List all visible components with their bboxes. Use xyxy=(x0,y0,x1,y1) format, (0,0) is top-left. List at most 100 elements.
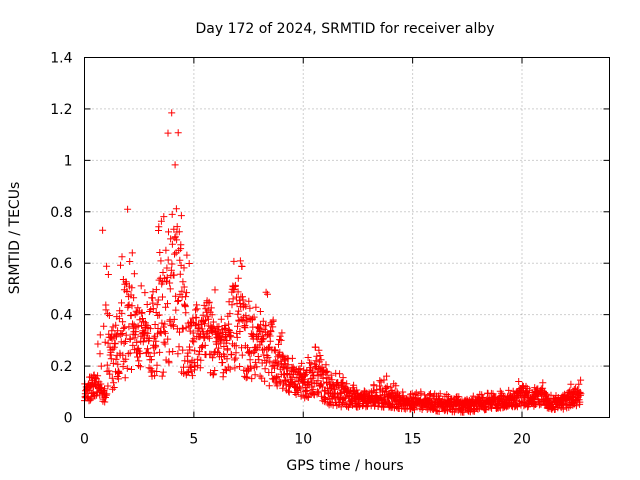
data-point xyxy=(94,372,102,380)
data-point xyxy=(172,306,180,314)
data-point xyxy=(185,260,193,267)
data-point xyxy=(96,350,104,358)
data-point xyxy=(109,345,117,353)
data-point xyxy=(209,354,217,362)
data-point xyxy=(164,129,172,137)
data-point xyxy=(408,390,416,398)
data-point xyxy=(298,359,306,367)
data-point xyxy=(114,360,122,368)
data-point xyxy=(264,353,272,361)
data-point xyxy=(91,392,99,400)
data-point xyxy=(168,240,176,248)
data-point xyxy=(120,339,128,347)
data-point xyxy=(153,301,161,309)
data-point xyxy=(130,294,138,302)
data-point xyxy=(193,305,201,313)
data-point xyxy=(148,367,156,375)
data-point xyxy=(236,363,244,370)
data-point xyxy=(515,378,523,385)
data-point xyxy=(417,390,425,398)
data-point xyxy=(231,356,239,364)
x-tick-label: 0 xyxy=(80,432,89,448)
data-point xyxy=(164,335,172,343)
data-point xyxy=(339,374,347,382)
data-point xyxy=(436,390,444,398)
data-point xyxy=(249,315,256,323)
data-point xyxy=(259,346,266,354)
data-point xyxy=(161,320,169,328)
data-point xyxy=(164,300,171,308)
data-point xyxy=(217,315,225,323)
data-point xyxy=(238,344,245,352)
data-point xyxy=(129,320,136,328)
data-point xyxy=(244,344,251,352)
data-point xyxy=(192,314,200,322)
data-point xyxy=(160,328,168,335)
data-point xyxy=(316,352,324,359)
data-point xyxy=(213,340,220,348)
data-point xyxy=(156,348,164,356)
data-point xyxy=(171,250,178,258)
data-point xyxy=(260,334,267,342)
data-point xyxy=(168,210,176,218)
data-point xyxy=(337,403,345,411)
data-point xyxy=(168,260,176,268)
data-point xyxy=(108,374,116,382)
data-point xyxy=(144,348,152,356)
data-point xyxy=(159,293,166,301)
x-tick-label: 5 xyxy=(189,432,198,448)
data-point xyxy=(164,256,172,264)
data-point xyxy=(109,385,117,393)
data-point xyxy=(242,302,250,310)
x-tick-label: 10 xyxy=(294,432,312,448)
data-point xyxy=(188,318,196,326)
data-point xyxy=(168,109,176,117)
data-point xyxy=(221,322,229,329)
data-point xyxy=(106,370,114,378)
data-point xyxy=(147,356,155,364)
data-point xyxy=(152,337,160,345)
data-point xyxy=(201,341,209,349)
data-point xyxy=(322,396,329,403)
data-point xyxy=(238,351,246,359)
tick-labels: 0 5 10 15 20 0 0.2 0.4 0.6 0.8 1 1.2 1.4 xyxy=(50,51,531,448)
data-point xyxy=(310,371,318,379)
data-point xyxy=(104,382,112,390)
data-point xyxy=(303,387,311,394)
data-point xyxy=(158,372,166,380)
data-point xyxy=(373,386,381,394)
data-point xyxy=(256,341,264,349)
data-point xyxy=(123,287,131,295)
data-point xyxy=(120,324,128,332)
data-point xyxy=(137,282,145,290)
data-point xyxy=(229,340,236,348)
x-axis-label: GPS time / hours xyxy=(286,458,403,474)
data-point xyxy=(196,364,204,372)
data-point xyxy=(175,297,182,304)
data-point xyxy=(150,334,158,342)
data-point xyxy=(173,223,181,231)
data-point xyxy=(176,328,183,336)
data-point xyxy=(169,348,177,355)
data-point xyxy=(225,327,233,335)
data-point xyxy=(155,311,163,319)
y-tick-label: 1.2 xyxy=(50,102,72,118)
data-point xyxy=(109,359,117,367)
data-point xyxy=(156,249,164,256)
data-point xyxy=(382,387,390,395)
data-point xyxy=(149,305,157,313)
data-point xyxy=(186,346,194,354)
data-point xyxy=(140,318,148,326)
data-point xyxy=(341,394,349,402)
data-point xyxy=(278,329,286,337)
data-point xyxy=(118,330,126,337)
data-point xyxy=(248,375,256,383)
data-point xyxy=(122,355,130,363)
data-point xyxy=(196,348,203,356)
data-point xyxy=(314,389,322,397)
data-point xyxy=(513,403,521,411)
data-point xyxy=(259,317,267,325)
data-point xyxy=(153,368,161,375)
data-point xyxy=(174,350,182,358)
